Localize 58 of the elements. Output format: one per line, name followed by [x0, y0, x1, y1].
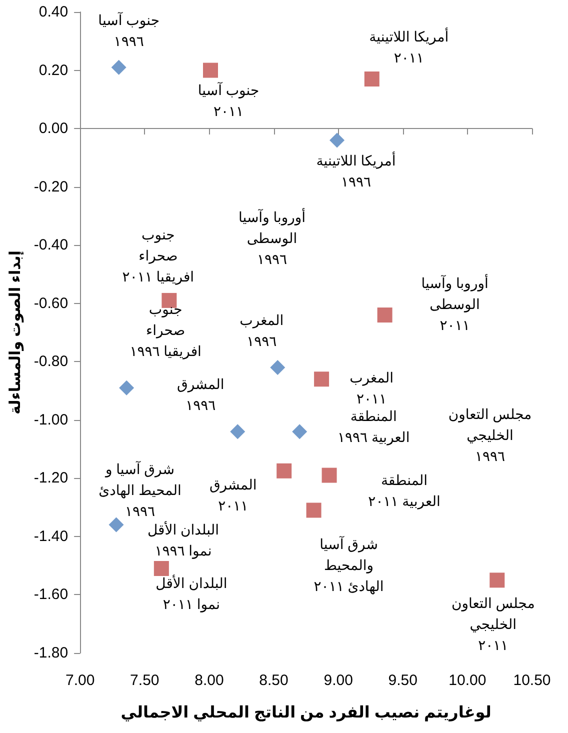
annotation: أوروبا وآسيا الوسطى ١٩٩٦: [238, 208, 306, 267]
x-tick-label: 10.50: [513, 672, 551, 689]
annotation: المنطقة العربية ١٩٩٦: [337, 408, 410, 446]
y-tick-label: -1.40: [34, 528, 68, 545]
point: [119, 380, 134, 396]
point: [108, 517, 124, 532]
annotation: أوروبا وآسيا الوسطى ٢٠١١: [421, 274, 488, 334]
point: [203, 62, 218, 78]
annotation: مجلس التعاون الخليجي ١٩٩٦: [448, 406, 532, 464]
annotation: مجلس التعاون الخليجي ٢٠١١: [451, 595, 535, 654]
annotation: جنوب آسيا ٢٠١١: [198, 80, 260, 119]
y-tick-label: -0.40: [34, 236, 68, 254]
y-tick-label: 0.40: [38, 4, 68, 20]
x-tick-label: 7.00: [65, 672, 95, 689]
y-tick-label: 0.20: [38, 62, 68, 79]
y-tick-label: -1.00: [34, 411, 68, 428]
annotation: شرق آسيا والمحيط الهادئ ٢٠١١: [314, 535, 384, 596]
point: [330, 132, 345, 148]
point: [306, 502, 322, 518]
x-axis-title: لوغاريتم نصيب الفرد من الناتج المحلي الاجمالي: [120, 704, 492, 722]
point: [111, 60, 126, 75]
point: [270, 360, 286, 375]
point: [276, 463, 292, 478]
annotation: البلدان الأقل نموا ١٩٩٦: [147, 520, 220, 560]
x-tick-label: 10.00: [448, 672, 486, 689]
y-tick-label: -0.80: [34, 353, 68, 370]
annotation: المنطقة العربية ٢٠١١: [368, 472, 440, 510]
annotation: المغرب ٢٠١١: [350, 370, 394, 407]
point: [292, 424, 308, 440]
point: [322, 468, 337, 483]
point: [364, 72, 380, 87]
x-tick-label: 7.50: [130, 672, 160, 689]
annotation: المشرق ٢٠١١: [209, 476, 257, 514]
annotation: أمريكا اللاتينية ٢٠١١: [369, 28, 449, 66]
point: [377, 308, 392, 323]
point: [314, 372, 330, 387]
point: [162, 292, 177, 308]
y-tick-label: -1.80: [34, 644, 68, 662]
x-tick-label: 9.50: [388, 672, 418, 689]
annotation: شرق آسيا و المحيط الهادئ ١٩٩٦: [98, 460, 182, 519]
y-tick-label: -0.60: [34, 294, 68, 312]
annotation: جنوب صحراء افريقيا ٢٠١١: [122, 226, 194, 286]
y-tick-label: -1.20: [34, 470, 68, 487]
y-axis-title: إبداء الصوت والمساءلة: [7, 250, 24, 415]
point: [490, 572, 505, 588]
annotation: جنوب آسيا ١٩٩٦: [98, 10, 160, 49]
x-tick-label: 8.50: [259, 672, 288, 689]
y-tick-label: 0.00: [38, 120, 68, 138]
annotation: المشرق ١٩٩٦: [176, 376, 224, 414]
y-tick-label: -0.20: [34, 178, 68, 196]
y-tick-label: -1.60: [34, 586, 68, 604]
x-tick-label: 8.00: [194, 672, 224, 689]
annotation: المغرب ١٩٩٦: [240, 312, 284, 349]
point: [230, 424, 246, 440]
annotation: البلدان الأقل نموا ٢٠١١: [156, 574, 228, 614]
annotation: جنوب صحراء افريقيا ١٩٩٦: [130, 300, 202, 360]
x-tick-label: 9.00: [324, 672, 353, 689]
annotation: أمريكا اللاتينية ١٩٩٦: [316, 152, 396, 190]
